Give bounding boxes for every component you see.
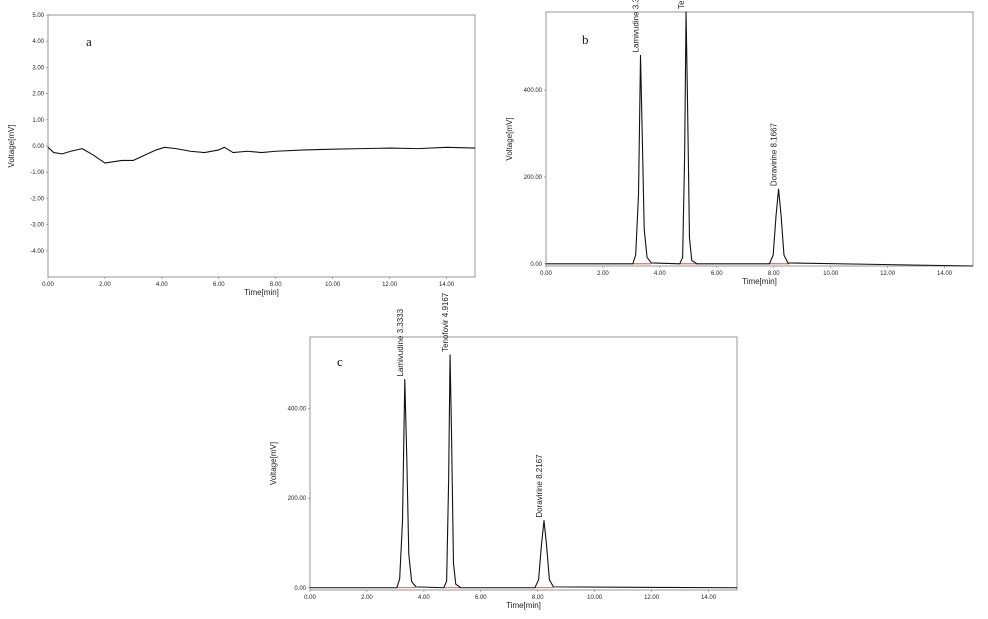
series-line: [310, 354, 738, 589]
y-axis-label: Voltage[mV]: [269, 442, 278, 485]
x-tick-label: 14.00: [439, 282, 455, 288]
panel-b: 0.00 2.00 4.00 6.00 8.00 10.00 12.00 14.00 0.00 2…: [505, 0, 974, 286]
x-tick-label: 2.00: [361, 595, 373, 601]
panel-letter: a: [86, 34, 92, 49]
x-tick-label: 12.00: [382, 282, 398, 288]
y-tick-label: 0.00: [32, 144, 44, 150]
x-tick-label: 14.00: [937, 271, 953, 277]
x-tick-label: 6.00: [475, 595, 487, 601]
series-line: [47, 146, 476, 164]
y-tick-label: 4.00: [32, 39, 44, 45]
panel-a: 0.00 2.00 4.00 6.00 8.00 10.00 12.00 14.00 5.00 4…: [7, 13, 476, 297]
y-axis-label: Voltage[mV]: [7, 124, 16, 167]
y-tick-label: 0.00: [294, 586, 306, 592]
panel-c: 0.00 2.00 4.00 6.00 8.00 10.00 12.00 14.00 0.00 2…: [269, 292, 738, 610]
y-tick-label: 400.00: [288, 407, 307, 413]
x-axis-label: Time[min]: [506, 601, 541, 610]
x-tick-label: 2.00: [597, 271, 609, 277]
y-tick-label: -2.00: [30, 196, 44, 202]
x-tick-label: 6.00: [213, 282, 225, 288]
x-tick-label: 4.00: [654, 271, 666, 277]
x-axis-label: Time[min]: [244, 288, 279, 297]
x-tick-label: 8.00: [532, 595, 544, 601]
x-tick-label: 10.00: [325, 282, 341, 288]
plot-frame: [47, 14, 476, 278]
x-tick-label: 6.00: [711, 271, 723, 277]
x-tick-label: 4.00: [418, 595, 430, 601]
x-tick-label: 0.00: [540, 271, 552, 277]
plot-frame: [309, 336, 738, 591]
plot-frame: [545, 11, 974, 267]
y-tick-label: 3.00: [32, 65, 44, 71]
peak-label: Doravirine 8.1667: [769, 122, 778, 186]
x-tick-label: 2.00: [99, 282, 111, 288]
y-axis-label: Voltage[mV]: [505, 117, 514, 160]
peak-label: Tenofovir 4.9167: [441, 292, 450, 352]
y-tick-label: 400.00: [524, 88, 543, 94]
y-tick-label: 200.00: [524, 175, 543, 181]
y-tick-label: 2.00: [32, 92, 44, 98]
peak-label: Tenofovir 4.9167: [677, 0, 686, 9]
peak-label: Lamivudine 3.3333: [396, 308, 405, 376]
y-tick-label: -1.00: [30, 170, 44, 176]
x-tick-label: 12.00: [644, 595, 660, 601]
y-tick-label: 0.00: [530, 262, 542, 268]
x-tick-label: 14.00: [701, 595, 717, 601]
panel-letter: c: [337, 354, 343, 369]
x-tick-label: 10.00: [587, 595, 603, 601]
peak-label: Lamivudine 3.3167: [631, 0, 640, 52]
x-tick-label: 8.00: [270, 282, 282, 288]
x-tick-label: 10.00: [823, 271, 839, 277]
x-tick-label: 0.00: [304, 595, 316, 601]
y-tick-label: -4.00: [30, 249, 44, 255]
y-tick-label: 200.00: [288, 496, 307, 502]
x-tick-label: 4.00: [156, 282, 168, 288]
y-tick-label: 5.00: [32, 13, 44, 19]
peak-label: Doravirine 8.2167: [535, 454, 544, 518]
x-axis-label: Time[min]: [742, 277, 777, 286]
y-tick-label: 1.00: [32, 118, 44, 124]
panel-letter: b: [582, 32, 589, 47]
y-tick-label: -3.00: [30, 223, 44, 229]
x-tick-label: 8.00: [768, 271, 780, 277]
x-tick-label: 0.00: [42, 282, 54, 288]
x-tick-label: 12.00: [880, 271, 896, 277]
series-line: [546, 11, 974, 267]
